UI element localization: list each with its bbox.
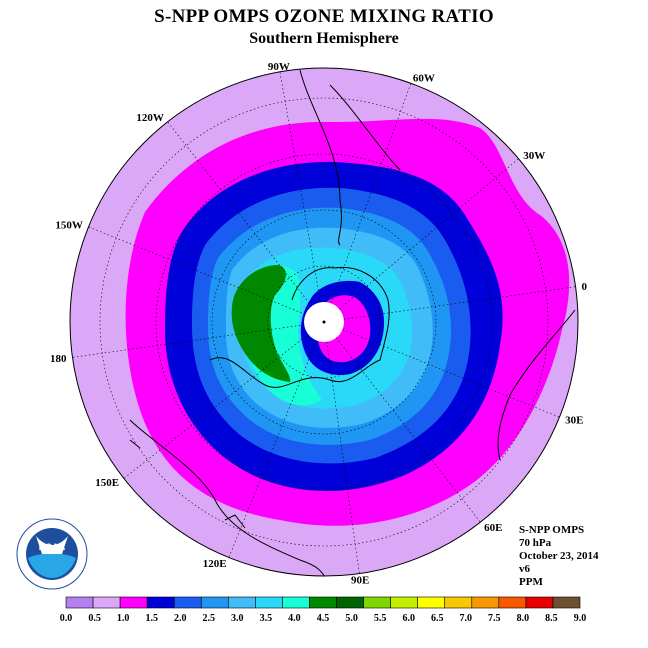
longitude-label: 60E xyxy=(484,522,502,534)
latitude-circle xyxy=(211,209,437,435)
coastlines xyxy=(129,69,578,576)
map-border xyxy=(69,67,579,577)
noaa-logo: NOAA xyxy=(16,518,88,590)
latitude-circle xyxy=(99,97,549,547)
longitude-label: 120W xyxy=(136,112,164,124)
units-label: PPM xyxy=(519,576,543,588)
instrument-label: S-NPP OMPS xyxy=(519,524,585,536)
date-label: October 23, 2014 xyxy=(519,550,599,562)
longitude-label: 60W xyxy=(413,73,435,85)
version-label: v6 xyxy=(519,563,530,575)
longitude-label: 30W xyxy=(523,150,545,162)
longitude-labels: 90W 60W 30W 0 30E 60E 90E 120E 150E 180 150W 120W xyxy=(50,61,588,587)
graticule xyxy=(72,71,576,574)
longitude-label: 90E xyxy=(351,575,369,587)
longitude-label: 90W xyxy=(268,61,290,73)
longitude-label: 150E xyxy=(95,477,119,489)
latitude-circle xyxy=(267,265,381,379)
longitude-label: 30E xyxy=(565,414,583,426)
longitude-label: 0 xyxy=(582,281,588,293)
longitude-label: 150W xyxy=(55,220,83,232)
product-info: S-NPP OMPS 70 hPa October 23, 2014 v6 PP… xyxy=(519,524,599,589)
south-pole-marker xyxy=(322,320,326,324)
map-title: S-NPP OMPS OZONE MIXING RATIO xyxy=(154,6,494,27)
noaa-logo-text: NOAA xyxy=(39,542,66,552)
pressure-level: 70 hPa xyxy=(519,537,552,549)
latitude-circle xyxy=(155,153,493,491)
longitude-label: 180 xyxy=(50,353,67,365)
longitude-label: 120E xyxy=(203,558,227,570)
map-subtitle: Southern Hemisphere xyxy=(249,30,399,47)
